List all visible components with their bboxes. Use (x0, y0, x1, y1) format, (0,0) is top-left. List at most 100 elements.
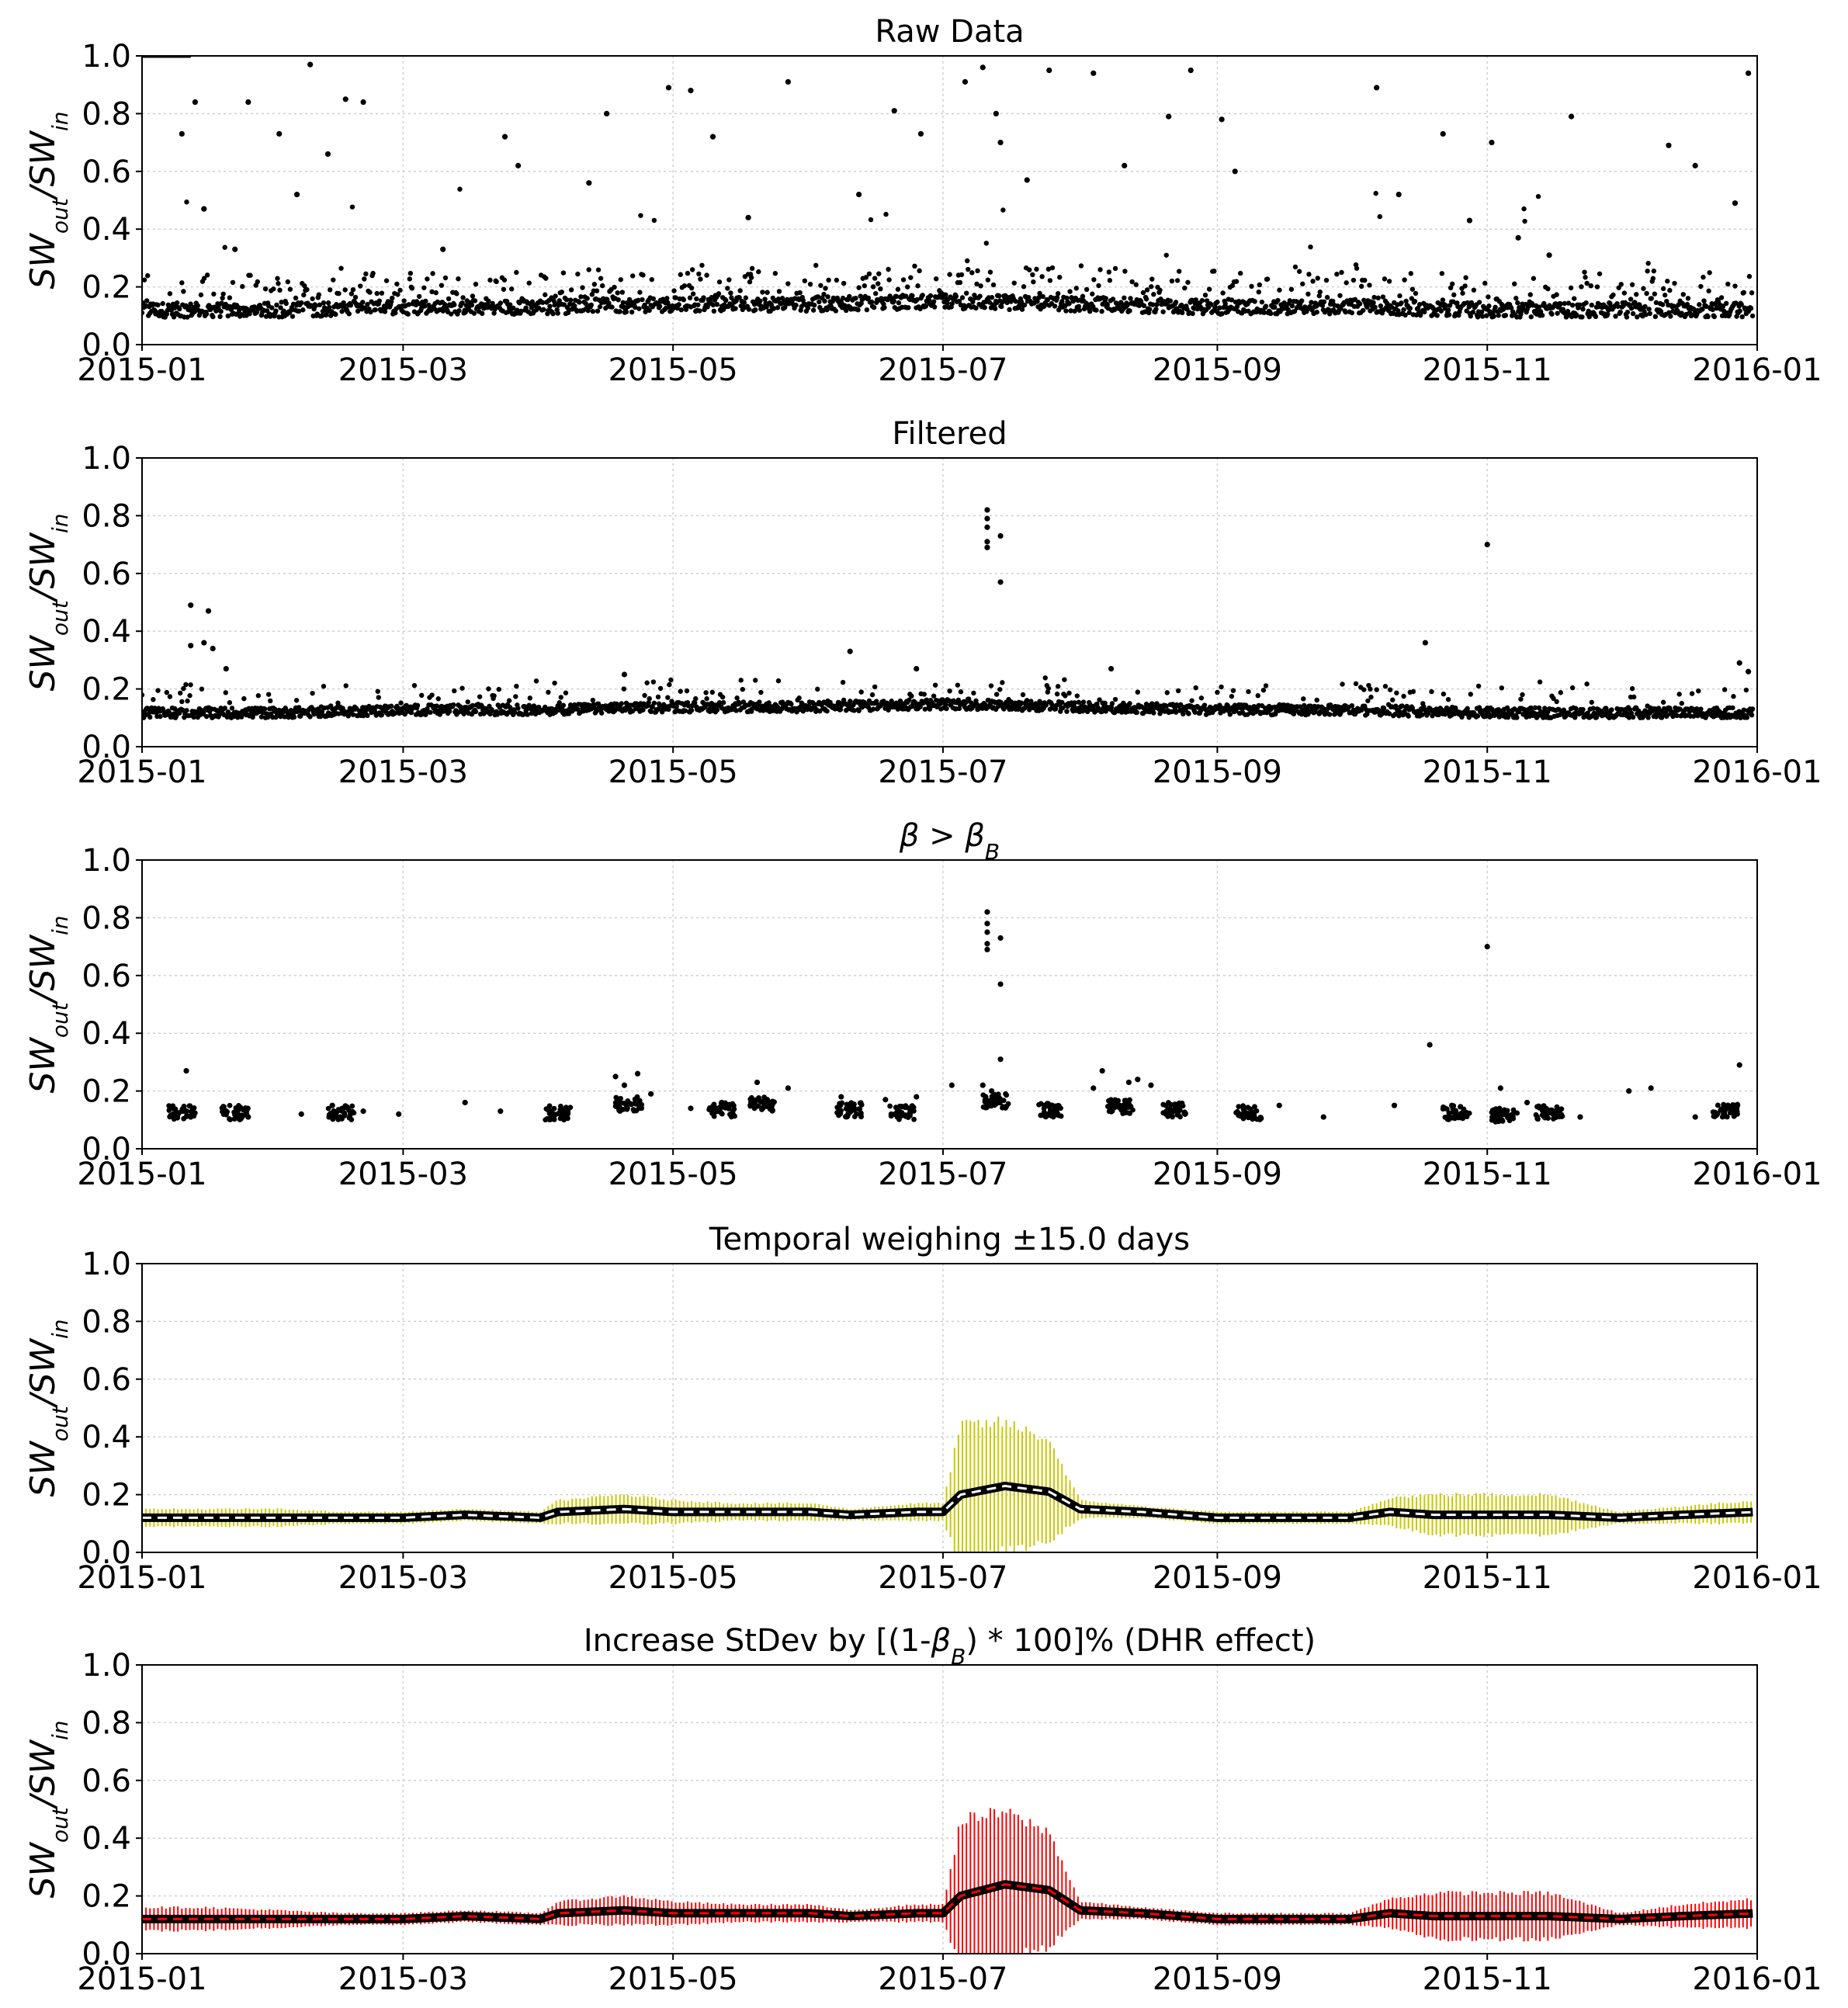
scatter-point (1272, 304, 1278, 310)
scatter-point (501, 134, 508, 140)
scatter-point (1133, 282, 1139, 287)
y-tick-label: 0.4 (81, 614, 131, 650)
scatter-point (1094, 307, 1099, 313)
scatter-point (747, 279, 753, 285)
scatter-point (1718, 1106, 1725, 1112)
scatter-point (1382, 276, 1388, 282)
scatter-point (480, 310, 485, 317)
scatter-point (1055, 290, 1061, 297)
scatter-point (1364, 304, 1370, 310)
scatter-point (557, 1115, 563, 1122)
scatter-point (1109, 701, 1115, 706)
scatter-point (609, 304, 615, 310)
scatter-point (365, 713, 370, 719)
scatter-point (1046, 1112, 1052, 1118)
scatter-point (362, 276, 367, 282)
scatter-point (1020, 692, 1026, 698)
scatter-point (1692, 1114, 1698, 1120)
scatter-point (1147, 307, 1153, 312)
scatter-point (469, 302, 475, 308)
scatter-point (1698, 706, 1704, 712)
scatter-point (352, 294, 359, 300)
scatter-point (1103, 296, 1108, 301)
scatter-point (914, 297, 920, 303)
scatter-point (595, 267, 602, 272)
scatter-point (508, 286, 515, 292)
scatter-point (465, 699, 470, 705)
scatter-point (565, 1108, 571, 1114)
scatter-point (325, 300, 331, 306)
scatter-point (1489, 1114, 1496, 1120)
scatter-point (749, 265, 755, 272)
scatter-point (840, 295, 846, 301)
scatter-point (1174, 278, 1181, 283)
scatter-point (922, 706, 928, 712)
scatter-point (501, 277, 508, 283)
scatter-point (1215, 689, 1220, 695)
scatter-point (291, 714, 297, 720)
scatter-point (638, 213, 643, 218)
scatter-point (1409, 286, 1416, 292)
scatter-point (851, 708, 857, 713)
scatter-point (1651, 268, 1657, 274)
scatter-point (155, 688, 161, 693)
scatter-point (1588, 283, 1593, 289)
scatter-point (618, 1095, 623, 1101)
scatter-point (1077, 307, 1083, 313)
scatter-point (931, 299, 937, 304)
scatter-point (632, 1096, 638, 1102)
scatter-point (875, 281, 881, 286)
scatter-point (716, 279, 723, 285)
scatter-point (720, 307, 726, 312)
scatter-point (498, 1108, 504, 1115)
scatter-point (219, 300, 224, 306)
scatter-point (1479, 314, 1486, 319)
scatter-point (1110, 297, 1116, 302)
scatter-point (1160, 1101, 1167, 1108)
scatter-point (1099, 308, 1104, 314)
scatter-point (376, 695, 381, 700)
scatter-point (615, 297, 621, 303)
scatter-point (1408, 271, 1414, 276)
scatter-point (1308, 244, 1313, 250)
scatter-point (856, 191, 862, 198)
scatter-point (1149, 276, 1155, 282)
scatter-point (321, 684, 327, 689)
scatter-point (1422, 309, 1427, 315)
scatter-point (1698, 283, 1704, 290)
scatter-point (753, 307, 758, 313)
scatter-point (1198, 695, 1205, 701)
scatter-point (1528, 314, 1534, 320)
scatter-point (248, 272, 253, 278)
scatter-point (507, 302, 513, 307)
scatter-point (1068, 308, 1073, 314)
scatter-point (848, 699, 853, 704)
scatter-point (407, 276, 413, 282)
scatter-point (1181, 711, 1186, 717)
scatter-point (578, 294, 584, 300)
scatter-point (1261, 310, 1267, 315)
scatter-point (1558, 1112, 1565, 1118)
scatter-point (561, 302, 567, 307)
scatter-point (586, 267, 591, 272)
y-tick-label: 0.4 (81, 212, 131, 248)
scatter-point (541, 307, 546, 312)
scatter-point (834, 1110, 840, 1115)
scatter-point (1583, 300, 1589, 306)
scatter-point (1399, 300, 1404, 306)
scatter-point (296, 705, 302, 710)
scatter-point (757, 699, 762, 705)
scatter-point (907, 697, 912, 702)
scatter-point (293, 295, 299, 301)
scatter-point (999, 303, 1004, 310)
scatter-point (1534, 1115, 1541, 1122)
y-tick-label: 0.0 (81, 328, 131, 363)
scatter-point (217, 314, 223, 320)
scatter-point (917, 268, 922, 274)
scatter-point (1072, 700, 1077, 706)
scatter-point (1679, 310, 1684, 316)
scatter-point (693, 695, 699, 702)
scatter-point (1189, 297, 1194, 303)
scatter-point (872, 276, 878, 281)
scatter-point (553, 293, 558, 299)
